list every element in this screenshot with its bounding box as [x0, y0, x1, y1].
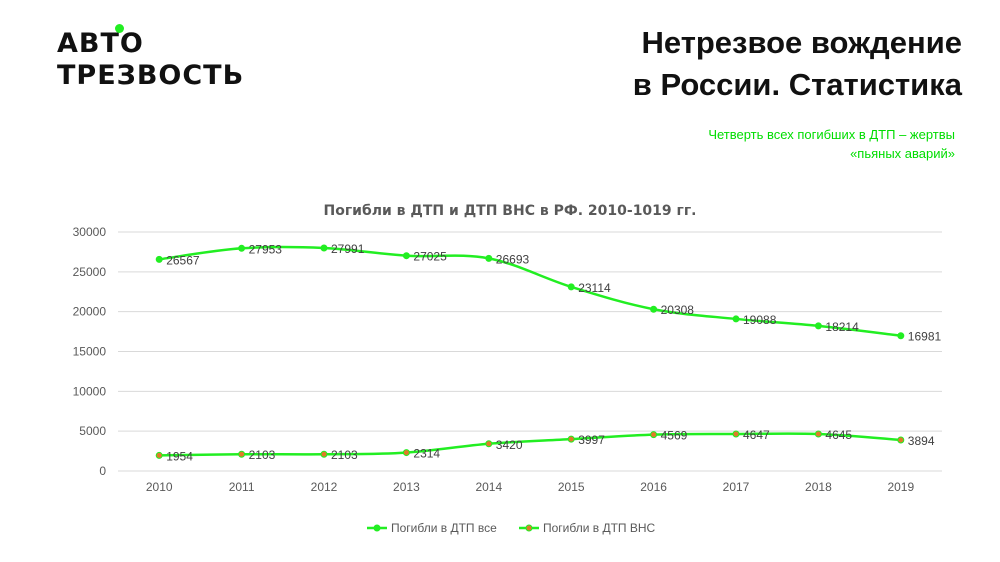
data-label: 2103: [249, 448, 276, 462]
x-tick-label: 2019: [887, 480, 914, 494]
data-label: 4569: [661, 429, 688, 443]
page-subtitle-line-1: Четверть всех погибших в ДТП – жертвы: [708, 127, 955, 142]
logo-line-2: ТРЕЗВОСТЬ: [57, 60, 245, 91]
y-tick-label: 20000: [73, 305, 107, 319]
x-tick-label: 2014: [475, 480, 502, 494]
page-title: Нетрезвое вождение в России. Статистика: [633, 22, 962, 106]
data-label: 1954: [166, 449, 193, 463]
data-label: 27953: [249, 242, 283, 256]
data-point: [732, 430, 740, 438]
x-tick-label: 2013: [393, 480, 420, 494]
data-point: [567, 435, 575, 443]
data-point: [320, 244, 328, 252]
x-tick-label: 2017: [723, 480, 750, 494]
series-line-2: [159, 432, 901, 457]
x-tick-label: 2011: [229, 480, 255, 494]
chart-title: Погибли в ДТП и ДТП ВНС в РФ. 2010-1019 …: [324, 203, 697, 219]
x-tick-label: 2015: [558, 480, 585, 494]
data-point: [320, 450, 328, 458]
y-tick-label: 15000: [73, 345, 107, 359]
series-line-1: [159, 245, 901, 337]
data-label: 3420: [496, 438, 523, 452]
data-point: [402, 252, 410, 260]
data-point: [897, 332, 905, 340]
data-point: [814, 430, 822, 438]
data-label: 26693: [496, 252, 530, 266]
data-point: [485, 254, 493, 262]
data-point: [650, 305, 658, 313]
data-point: [897, 436, 905, 444]
data-point: [814, 322, 822, 330]
x-tick-label: 2016: [640, 480, 667, 494]
data-label: 2314: [413, 447, 440, 461]
data-label: 18214: [825, 320, 859, 334]
data-point: [567, 283, 575, 291]
page-title-line-1: Нетрезвое вождение: [641, 25, 962, 60]
y-tick-label: 5000: [79, 424, 106, 438]
x-tick-label: 2018: [805, 480, 832, 494]
logo-line-1: АВТО: [57, 28, 144, 59]
legend-marker: [373, 524, 381, 532]
data-label: 27025: [413, 250, 447, 264]
page-subtitle-line-2: «пьяных аварий»: [850, 146, 955, 161]
data-point: [238, 244, 246, 252]
legend-marker: [525, 524, 533, 532]
data-label: 20308: [661, 303, 695, 317]
data-point: [155, 451, 163, 459]
data-label: 4645: [825, 428, 852, 442]
data-label: 19088: [743, 313, 777, 327]
data-point: [155, 255, 163, 263]
legend-label: Погибли в ДТП все: [391, 521, 497, 535]
data-point: [732, 315, 740, 323]
data-label: 3894: [908, 434, 935, 448]
data-point: [238, 450, 246, 458]
y-tick-label: 25000: [73, 265, 107, 279]
data-point: [485, 440, 493, 448]
page-subtitle: Четверть всех погибших в ДТП – жертвы «п…: [708, 125, 955, 163]
data-label: 2103: [331, 448, 358, 462]
data-label: 4647: [743, 428, 770, 442]
data-label: 23114: [578, 281, 611, 295]
data-label: 16981: [908, 330, 942, 344]
x-tick-label: 2010: [146, 480, 173, 494]
data-label: 26567: [166, 253, 200, 267]
logo-dot-icon: [115, 24, 124, 33]
legend-label: Погибли в ДТП ВНС: [543, 521, 656, 535]
y-tick-label: 10000: [73, 384, 107, 398]
y-tick-label: 0: [99, 464, 106, 478]
x-tick-label: 2012: [311, 480, 338, 494]
data-label: 3997: [578, 433, 605, 447]
y-tick-label: 30000: [73, 225, 107, 239]
data-point: [402, 449, 410, 457]
page-title-line-2: в России. Статистика: [632, 67, 962, 102]
logo: АВТО ТРЕЗВОСТЬ: [57, 24, 245, 92]
data-label: 27991: [331, 242, 365, 256]
data-point: [650, 431, 658, 439]
